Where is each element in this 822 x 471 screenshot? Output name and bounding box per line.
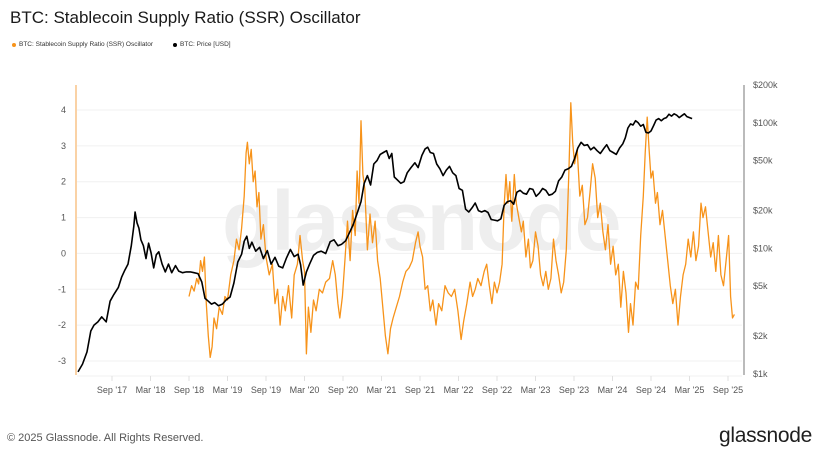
x-tick-label: Sep '25 bbox=[713, 385, 743, 395]
x-tick-label: Sep '21 bbox=[405, 385, 435, 395]
left-tick-label: 4 bbox=[61, 105, 66, 115]
x-axis-ticks: Sep '17 Mar '18 Sep '18 Mar '19 Sep '19 Mar '… bbox=[77, 375, 743, 395]
x-tick-label: Sep '24 bbox=[636, 385, 666, 395]
left-tick-label: 2 bbox=[61, 177, 66, 187]
x-tick-label: Sep '23 bbox=[559, 385, 589, 395]
x-tick-label: Mar '24 bbox=[598, 385, 628, 395]
copyright: © 2025 Glassnode. All Rights Reserved. bbox=[7, 432, 204, 444]
x-tick-label: Sep '20 bbox=[328, 385, 358, 395]
right-tick-label: $10k bbox=[753, 243, 773, 253]
legend-dot-price bbox=[173, 42, 178, 47]
watermark: glassnode bbox=[222, 174, 619, 268]
glassnode-logo[interactable]: glassnode bbox=[718, 424, 812, 447]
series-line-ssr-oscillator bbox=[188, 102, 735, 359]
right-tick-label: $200k bbox=[753, 80, 778, 90]
left-axis-ticks: 4 3 2 1 0 -1 -2 -3 bbox=[58, 105, 66, 366]
right-tick-label: $1k bbox=[753, 369, 768, 379]
series-group bbox=[77, 102, 735, 373]
right-tick-label: $5k bbox=[753, 281, 768, 291]
legend-dot-ssr bbox=[12, 42, 16, 47]
series-line-btc-price bbox=[77, 113, 693, 373]
x-tick-label: Sep '22 bbox=[482, 385, 512, 395]
x-tick-label: Mar '23 bbox=[521, 385, 551, 395]
gridlines bbox=[77, 109, 742, 362]
right-tick-label: $100k bbox=[753, 118, 778, 128]
left-tick-label: -2 bbox=[58, 320, 66, 330]
right-tick-label: $20k bbox=[753, 206, 773, 216]
x-tick-label: Mar '19 bbox=[213, 385, 243, 395]
x-tick-label: Mar '21 bbox=[367, 385, 397, 395]
legend: BTC: Stablecoin Supply Ratio (SSR) Oscil… bbox=[12, 41, 231, 48]
legend-item-price[interactable]: BTC: Price [USD] bbox=[173, 41, 231, 48]
x-tick-label: Mar '22 bbox=[444, 385, 474, 395]
left-tick-label: 3 bbox=[61, 141, 66, 151]
left-tick-label: -1 bbox=[58, 284, 66, 294]
x-tick-label: Sep '19 bbox=[251, 385, 281, 395]
chart-title: BTC: Stablecoin Supply Ratio (SSR) Oscil… bbox=[10, 8, 361, 27]
x-tick-label: Mar '20 bbox=[290, 385, 320, 395]
legend-label-ssr: BTC: Stablecoin Supply Ratio (SSR) Oscil… bbox=[19, 41, 154, 48]
right-axis-ticks: $200k $100k $50k $20k $10k $5k $2k $1k bbox=[753, 80, 778, 379]
right-tick-label: $50k bbox=[753, 156, 773, 166]
x-tick-label: Mar '25 bbox=[675, 385, 705, 395]
left-tick-label: 0 bbox=[61, 248, 66, 258]
legend-item-ssr[interactable]: BTC: Stablecoin Supply Ratio (SSR) Oscil… bbox=[12, 41, 153, 48]
left-tick-label: -3 bbox=[58, 356, 66, 366]
x-tick-label: Sep '17 bbox=[97, 385, 127, 395]
x-tick-label: Sep '18 bbox=[174, 385, 204, 395]
x-tick-label: Mar '18 bbox=[136, 385, 166, 395]
right-tick-label: $2k bbox=[753, 331, 768, 341]
legend-label-price: BTC: Price [USD] bbox=[180, 41, 231, 48]
left-tick-label: 1 bbox=[61, 213, 66, 223]
